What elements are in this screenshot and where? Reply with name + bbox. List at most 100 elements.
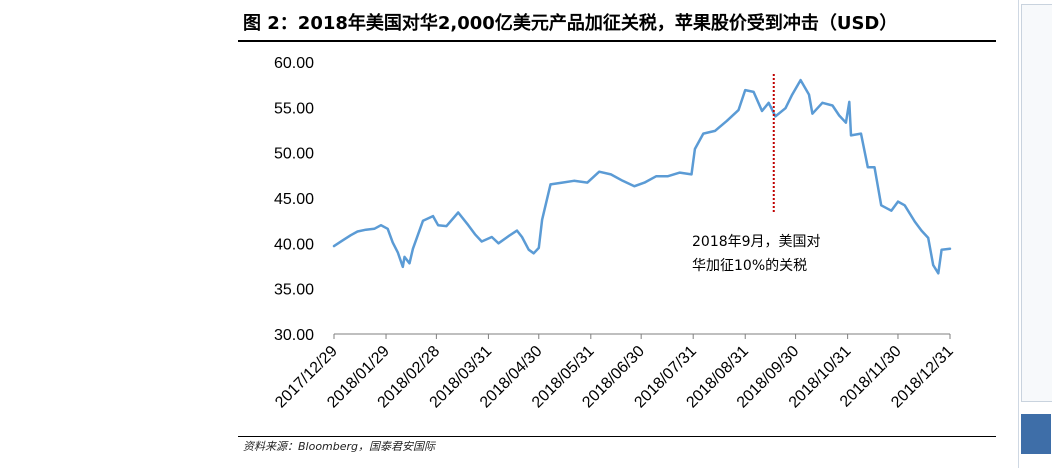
data-point [880,204,883,207]
data-point [850,134,852,137]
data-point [937,272,940,275]
series-line [332,78,952,275]
data-point [667,175,669,178]
data-point [927,236,930,239]
data-point [373,227,376,230]
data-point [422,219,424,222]
annotation-text: 2018年9月，美国对 华加征10%的关税 [692,230,821,278]
data-point [873,166,876,169]
data-point [791,93,794,96]
data-point [848,100,851,103]
y-tick-label: 50.00 [274,146,314,163]
data-point [411,247,414,250]
chart-title: 图 2：2018年美国对华2,000亿美元产品加征关税，苹果股价受到冲击（USD… [243,13,898,34]
data-point [866,166,869,169]
data-point [432,215,434,218]
data-point [932,264,935,266]
line-chart: 30.00 35.00 40.00 45.00 50.00 55.00 60.00 2017… [272,55,957,411]
data-point [949,247,951,250]
y-axis: 30.00 35.00 40.00 45.00 50.00 55.00 60.00 [274,55,314,344]
data-point [940,248,943,251]
data-point [799,79,802,82]
source-rule [238,436,996,437]
data-point [678,171,681,174]
data-point [445,225,448,228]
data-point [903,204,906,207]
x-axis: 2017/12/292018/01/292018/02/282018/03/31… [272,333,957,411]
y-tick-label: 60.00 [274,55,314,72]
side-scroll-thumb[interactable] [1021,414,1051,454]
data-point [480,240,483,243]
data-point [516,229,518,232]
data-point [356,230,359,233]
data-point [655,175,658,178]
data-point [541,218,544,221]
data-point [633,185,636,188]
data-point [457,211,460,214]
data-point [598,170,601,173]
data-point [467,224,470,227]
data-point [561,181,564,184]
data-point [341,239,344,242]
data-point [391,241,394,244]
data-point [913,220,916,223]
series-layer [332,78,952,275]
data-point [714,130,716,132]
data-point [549,183,552,186]
title-rule [238,40,996,42]
data-point [744,89,747,92]
data-point [621,179,624,182]
data-point [920,229,923,232]
data-point [386,227,389,230]
data-point [774,115,777,118]
y-tick-label: 55.00 [274,100,314,117]
data-point [767,101,770,104]
data-point [690,173,693,176]
data-point [586,181,589,184]
side-scroll-area[interactable] [1021,4,1052,402]
data-point [408,262,411,265]
data-point [403,256,406,258]
data-point [643,181,646,184]
data-point [521,236,523,238]
data-point [808,93,810,96]
data-point [693,148,696,150]
data-point [702,132,705,135]
data-point [333,245,335,247]
data-point [761,110,763,112]
data-point [437,224,439,227]
data-point [784,107,787,110]
data-point [811,112,814,115]
y-tick-label: 40.00 [274,236,314,253]
data-point [845,121,847,124]
data-point [349,234,352,237]
data-point [821,101,824,104]
data-point [507,235,510,237]
data-point [401,266,404,268]
data-point [497,242,500,245]
source-note: 资料来源：Bloomberg，国泰君安国际 [243,440,436,453]
data-point [364,228,367,231]
data-point [725,120,728,122]
side-panel [1018,0,1052,468]
data-point [838,114,841,117]
data-point [380,224,382,227]
data-point [610,173,612,176]
y-tick-label: 30.00 [274,327,314,344]
data-point [752,91,755,93]
data-point [860,132,862,135]
data-point [396,251,399,254]
data-point [527,248,530,251]
y-tick-label: 45.00 [274,191,314,208]
data-point [890,209,893,212]
y-tick-label: 35.00 [274,282,314,299]
data-point [537,246,540,249]
data-point [490,236,493,238]
data-point [897,200,899,203]
annotation-line-2: 华加征10%的关税 [692,258,808,274]
annotation-line-1: 2018年9月，美国对 [692,234,821,250]
data-point [831,104,834,107]
data-point [573,179,575,182]
data-point [737,109,740,111]
data-point [474,233,476,236]
